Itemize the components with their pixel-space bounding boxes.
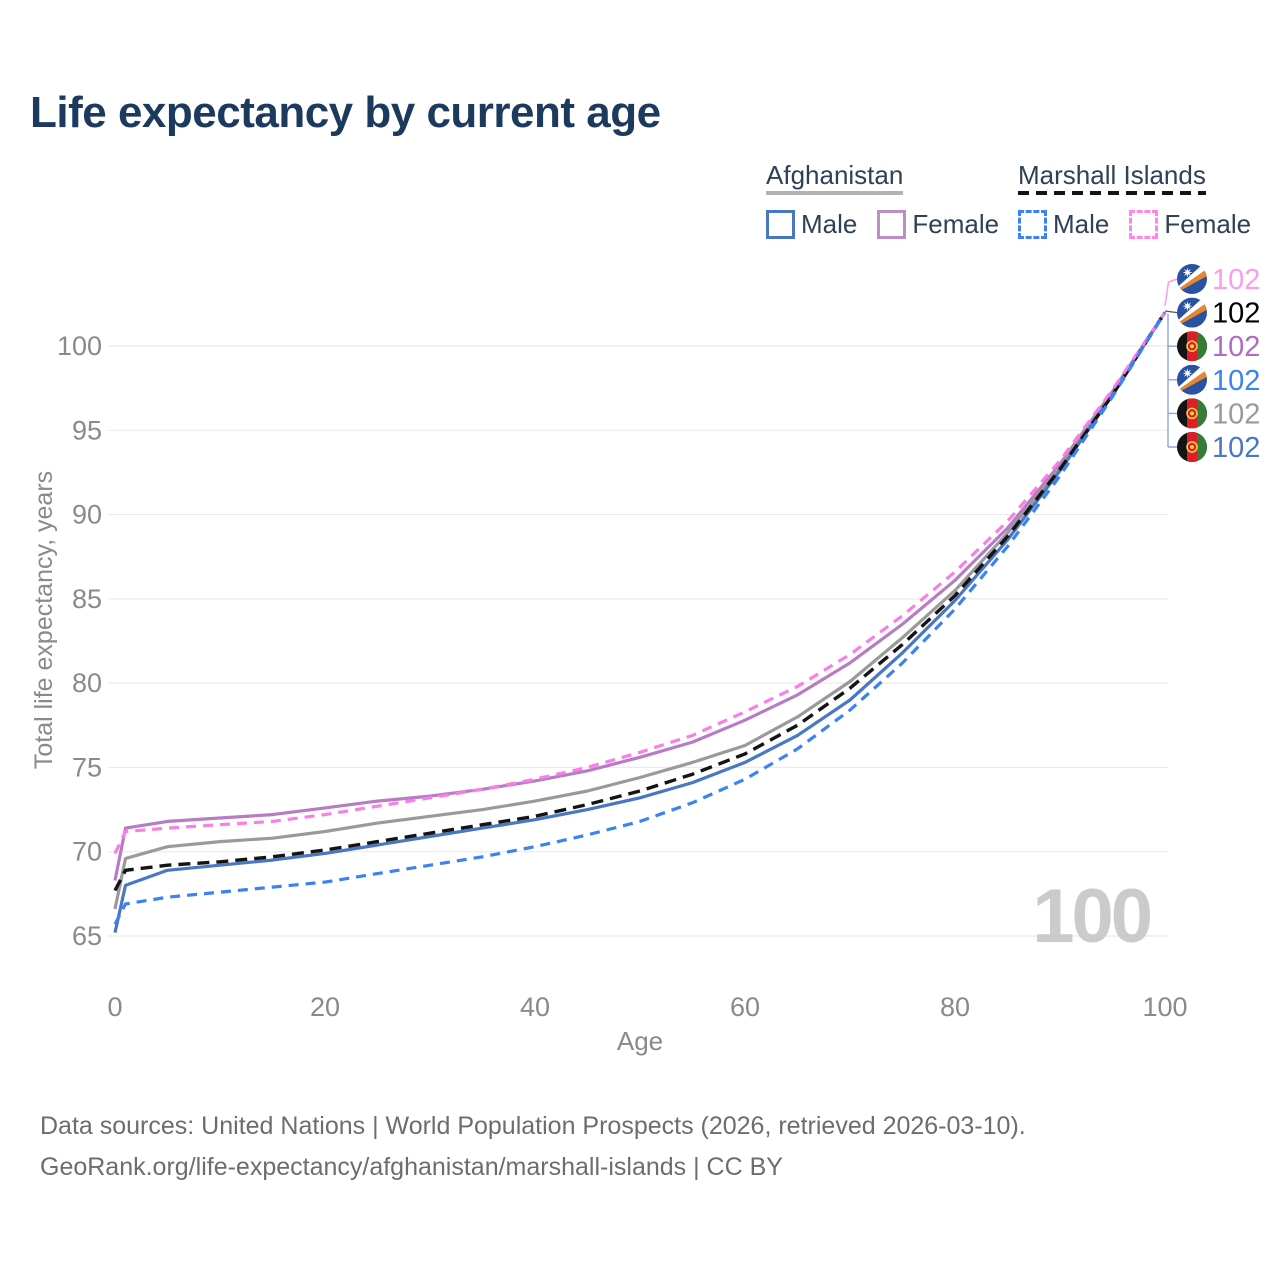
legend-country-label[interactable]: Afghanistan xyxy=(766,160,992,200)
x-axis-title: Age xyxy=(617,1026,663,1056)
connector-line xyxy=(1167,314,1177,448)
gridlines: 65 70 75 80 85 90 95 100 0 20 40 60 80 100 xyxy=(57,331,1188,1022)
legend-country-line-sample xyxy=(1018,191,1206,195)
legend-swatch xyxy=(1018,210,1047,239)
end-value-label-afghanistan: 102 xyxy=(1212,398,1260,430)
flag-icon-afghanistan xyxy=(1177,331,1207,362)
footer: Data sources: United Nations | World Pop… xyxy=(40,1106,1026,1188)
y-tick-label: 100 xyxy=(57,331,102,361)
flag-icon-marshall-islands xyxy=(1177,264,1207,294)
legend-country-line-sample xyxy=(766,191,904,195)
series-line-marshall-islands-male[interactable] xyxy=(113,311,1167,925)
legend-item-label: Female xyxy=(912,209,1000,239)
legend-item-marshall-islands-male[interactable]: Male xyxy=(1018,209,1109,240)
legend-swatch xyxy=(1129,210,1159,239)
x-tick-label: 40 xyxy=(520,992,550,1022)
y-tick-label: 75 xyxy=(72,752,102,782)
legend-group-afghanistan: Afghanistan Male Female xyxy=(766,160,999,240)
x-tick-label: 0 xyxy=(107,992,122,1022)
x-tick-label: 20 xyxy=(310,992,340,1022)
y-tick-label: 70 xyxy=(72,837,102,867)
series-line-afghanistan-male[interactable] xyxy=(113,311,1167,933)
x-tick-label: 60 xyxy=(730,992,760,1022)
end-value-label-marshall-islands: 102 xyxy=(1212,298,1260,330)
end-label-connectors xyxy=(1164,278,1178,448)
y-tick-label: 85 xyxy=(72,584,102,614)
hover-age-watermark: 100 xyxy=(1032,874,1151,959)
flag-icon-afghanistan xyxy=(1177,432,1207,462)
series-line-marshall-islands-female[interactable] xyxy=(113,311,1167,855)
connector-line xyxy=(1164,278,1178,307)
legend-item-marshall-islands-female[interactable]: Female xyxy=(1129,209,1251,240)
flag-icon-marshall-islands xyxy=(1177,297,1207,328)
legend-item-label: Male xyxy=(801,209,858,239)
footer-datasource: Data sources: United Nations | World Pop… xyxy=(40,1112,1026,1140)
flag-icon-marshall-islands xyxy=(1177,364,1207,395)
x-tick-label: 100 xyxy=(1142,992,1187,1022)
page-title: Life expectancy by current age xyxy=(30,88,661,137)
connector-line xyxy=(1164,310,1178,314)
x-tick-label: 80 xyxy=(940,992,970,1022)
y-tick-label: 95 xyxy=(72,415,102,445)
legend-swatch xyxy=(766,210,795,239)
legend-country-label[interactable]: Marshall Islands xyxy=(1018,160,1244,200)
series-line-marshall-islands[interactable] xyxy=(113,311,1167,892)
legend-item-afghanistan-male[interactable]: Male xyxy=(766,209,857,240)
legend-group-marshall-islands: Marshall Islands Male Female xyxy=(1018,160,1251,240)
series-line-afghanistan-female[interactable] xyxy=(113,311,1167,881)
y-axis-title: Total life expectancy, years xyxy=(30,471,58,769)
end-value-label-afghanistan-male: 102 xyxy=(1212,432,1260,464)
end-value-label-afghanistan-female: 102 xyxy=(1212,331,1260,363)
series-lines xyxy=(113,311,1167,933)
legend-swatch xyxy=(877,210,907,239)
flag-icon-afghanistan xyxy=(1177,398,1207,429)
legend-item-afghanistan-female[interactable]: Female xyxy=(877,209,999,240)
legend: Afghanistan Male Female Marshall Islands Mal… xyxy=(766,160,1251,240)
legend-item-label: Male xyxy=(1053,209,1110,239)
y-tick-label: 90 xyxy=(72,500,102,530)
legend-country-text: Marshall Islands xyxy=(1018,160,1206,200)
footer-attribution: GeoRank.org/life-expectancy/afghanistan/… xyxy=(40,1153,783,1181)
y-tick-label: 80 xyxy=(72,668,102,698)
series-line-afghanistan[interactable] xyxy=(113,311,1167,910)
legend-item-label: Female xyxy=(1164,209,1252,239)
legend-country-text: Afghanistan xyxy=(766,160,904,200)
end-value-label-marshall-islands-male: 102 xyxy=(1212,365,1260,397)
y-tick-label: 65 xyxy=(72,921,102,951)
end-value-label-marshall-islands-female: 102 xyxy=(1212,264,1260,296)
